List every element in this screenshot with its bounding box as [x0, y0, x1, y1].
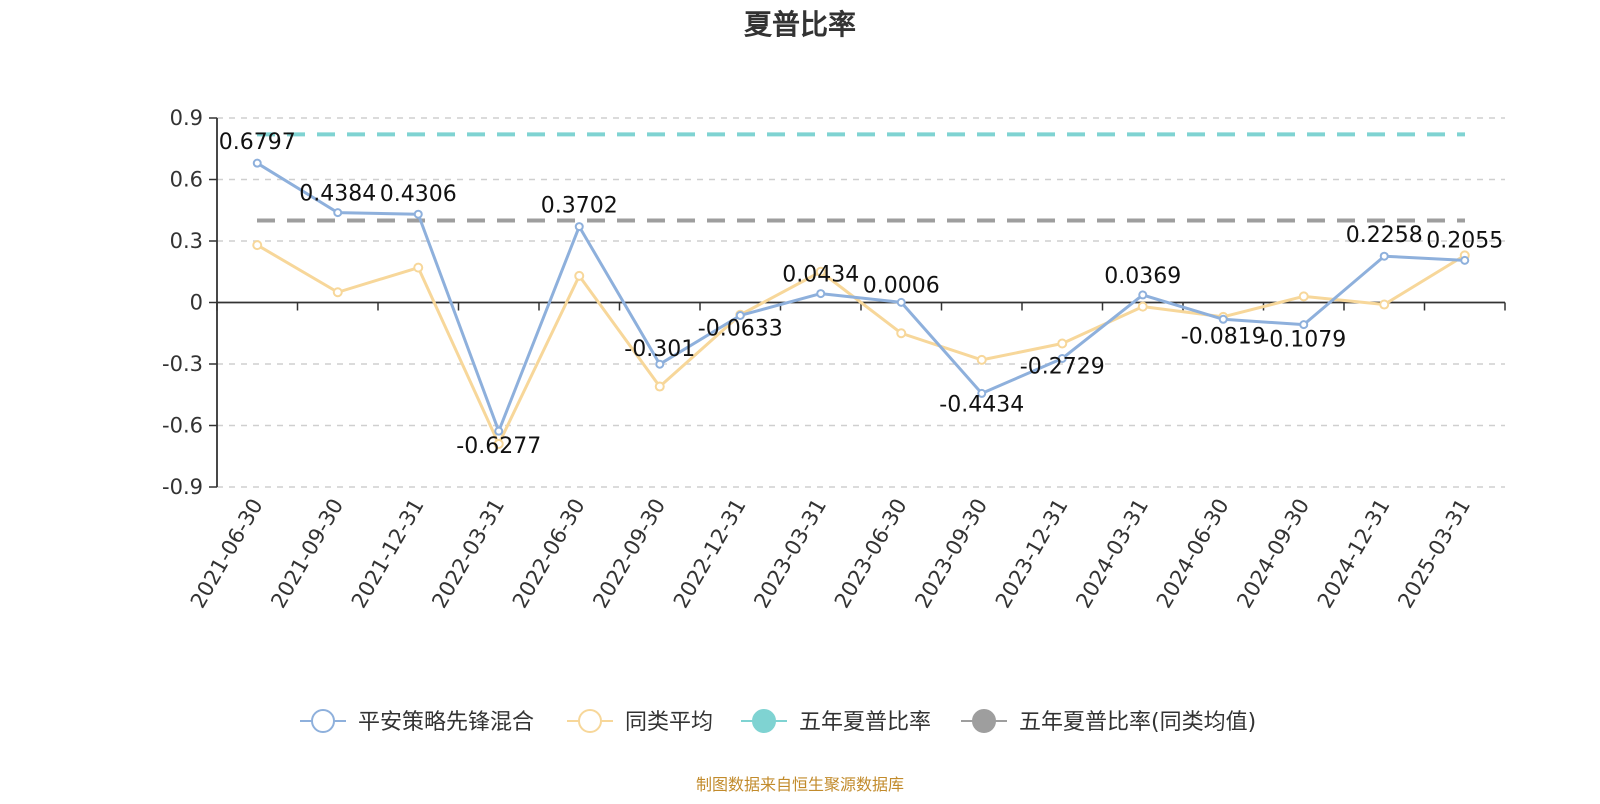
x-tick-label: 2021-06-30 [186, 495, 268, 613]
fund-data-label: 0.2258 [1346, 223, 1423, 248]
x-tick-label: 2022-12-31 [669, 495, 751, 613]
fund-data-label: -0.301 [624, 337, 695, 362]
peer-average-data-point [574, 270, 585, 281]
x-tick-label: 2022-03-31 [427, 495, 509, 613]
x-tick-label: 2025-03-31 [1393, 495, 1475, 613]
fund-data-point [816, 289, 826, 299]
fund-series-line [255, 161, 1467, 433]
fund-data-label: -0.0633 [698, 316, 783, 341]
peer-average-data-point [815, 266, 826, 277]
legend-label: 平安策略先锋混合 [358, 710, 534, 735]
peer-average-data-point [1298, 291, 1309, 302]
legend: 平安策略先锋混合 同类平均 五年夏普比率 五年夏普比率(同类均值) [300, 709, 1256, 735]
fund-data-label: 0.2055 [1426, 228, 1503, 253]
x-tick-label: 2022-09-30 [588, 495, 670, 613]
y-tick-label: -0.9 [162, 475, 203, 499]
peer-average-data-point [332, 287, 343, 298]
peer-average-data-point [493, 438, 504, 449]
peer-average-data-point [1057, 338, 1068, 349]
fund-data-point [494, 426, 504, 436]
x-tick-label: 2023-12-31 [991, 495, 1073, 613]
legend-label: 五年夏普比率 [799, 710, 931, 735]
peer-average-data-point [1379, 299, 1390, 310]
fund-data-point [574, 222, 584, 232]
reference-line-layer [257, 132, 1465, 223]
chart-title: 夏普比率 [744, 8, 856, 41]
fund-data-label: -0.6277 [456, 434, 541, 459]
legend-item: 五年夏普比率(同类均值) [961, 709, 1256, 735]
x-tick-label: 2022-06-30 [508, 495, 590, 613]
x-tick-label: 2023-06-30 [830, 495, 912, 613]
fund-data-label: -0.0819 [1181, 324, 1266, 349]
fund-data-point [252, 158, 262, 168]
y-tick-label: -0.3 [162, 352, 203, 376]
fund-data-point [655, 359, 665, 369]
fund-data-point [735, 310, 745, 320]
fund-data-point [1057, 353, 1067, 363]
x-tick-label: 2024-06-30 [1152, 495, 1234, 613]
legend-label: 五年夏普比率(同类均值) [1019, 710, 1256, 735]
x-tick-label: 2023-09-30 [910, 495, 992, 613]
peer-average-data-point [413, 262, 424, 273]
fund-data-label: 0.0369 [1104, 264, 1181, 289]
x-tick-label: 2021-12-31 [347, 495, 429, 613]
x-tick-label: 2024-03-31 [1071, 495, 1153, 613]
y-tick-label: 0.9 [170, 106, 203, 130]
fund-data-point [1299, 320, 1309, 330]
peer-average-data-point [1137, 301, 1148, 312]
fund-data-label: 0.0434 [782, 263, 859, 288]
peer-average-data-point [252, 240, 263, 251]
x-tick-label: 2023-03-31 [749, 495, 831, 613]
x-tick-label: 2021-09-30 [266, 495, 348, 613]
fund-data-point [977, 388, 987, 398]
legend-hollow-circle-icon [578, 709, 602, 733]
peer-average-data-point [654, 381, 665, 392]
x-tick-label: 2024-09-30 [1232, 495, 1314, 613]
peer-average-series-line [255, 243, 1467, 446]
fund-data-label: 0.4306 [380, 182, 457, 207]
fund-data-point [1460, 255, 1470, 265]
legend-filled-circle-icon [972, 709, 996, 733]
fund-data-label: -0.4434 [939, 392, 1024, 417]
legend-item: 五年夏普比率 [741, 709, 931, 735]
fund-data-point [333, 208, 343, 218]
source-note: 制图数据来自恒生聚源数据库 [696, 775, 904, 794]
fund-data-point [1218, 314, 1228, 324]
x-tick-label: 2024-12-31 [1313, 495, 1395, 613]
peer-average-data-point [976, 354, 987, 365]
fund-data-point [896, 297, 906, 307]
fund-data-label: 0.6797 [219, 130, 296, 155]
legend-filled-circle-icon [752, 709, 776, 733]
fund-data-point [1379, 251, 1389, 261]
legend-item: 平安策略先锋混合 [300, 709, 534, 735]
y-tick-label: 0 [190, 291, 203, 315]
legend-label: 同类平均 [625, 710, 713, 735]
fund-data-point [1138, 290, 1148, 300]
fund-data-point [413, 209, 423, 219]
y-tick-label: 0.6 [170, 168, 203, 192]
y-tick-label: -0.6 [162, 414, 203, 438]
legend-hollow-circle-icon [311, 709, 335, 733]
series-layer [252, 158, 1470, 449]
fund-data-label: 0.4384 [299, 182, 376, 207]
fund-data-label: 0.3702 [541, 194, 618, 219]
grid-layer [217, 117, 1505, 488]
legend-item: 同类平均 [567, 709, 713, 735]
fund-data-label: 0.0006 [863, 273, 940, 298]
peer-average-data-point [896, 328, 907, 339]
y-tick-label: 0.3 [170, 229, 203, 253]
fund-data-label: -0.1079 [1261, 328, 1346, 353]
fund-data-label: -0.2729 [1020, 354, 1105, 379]
